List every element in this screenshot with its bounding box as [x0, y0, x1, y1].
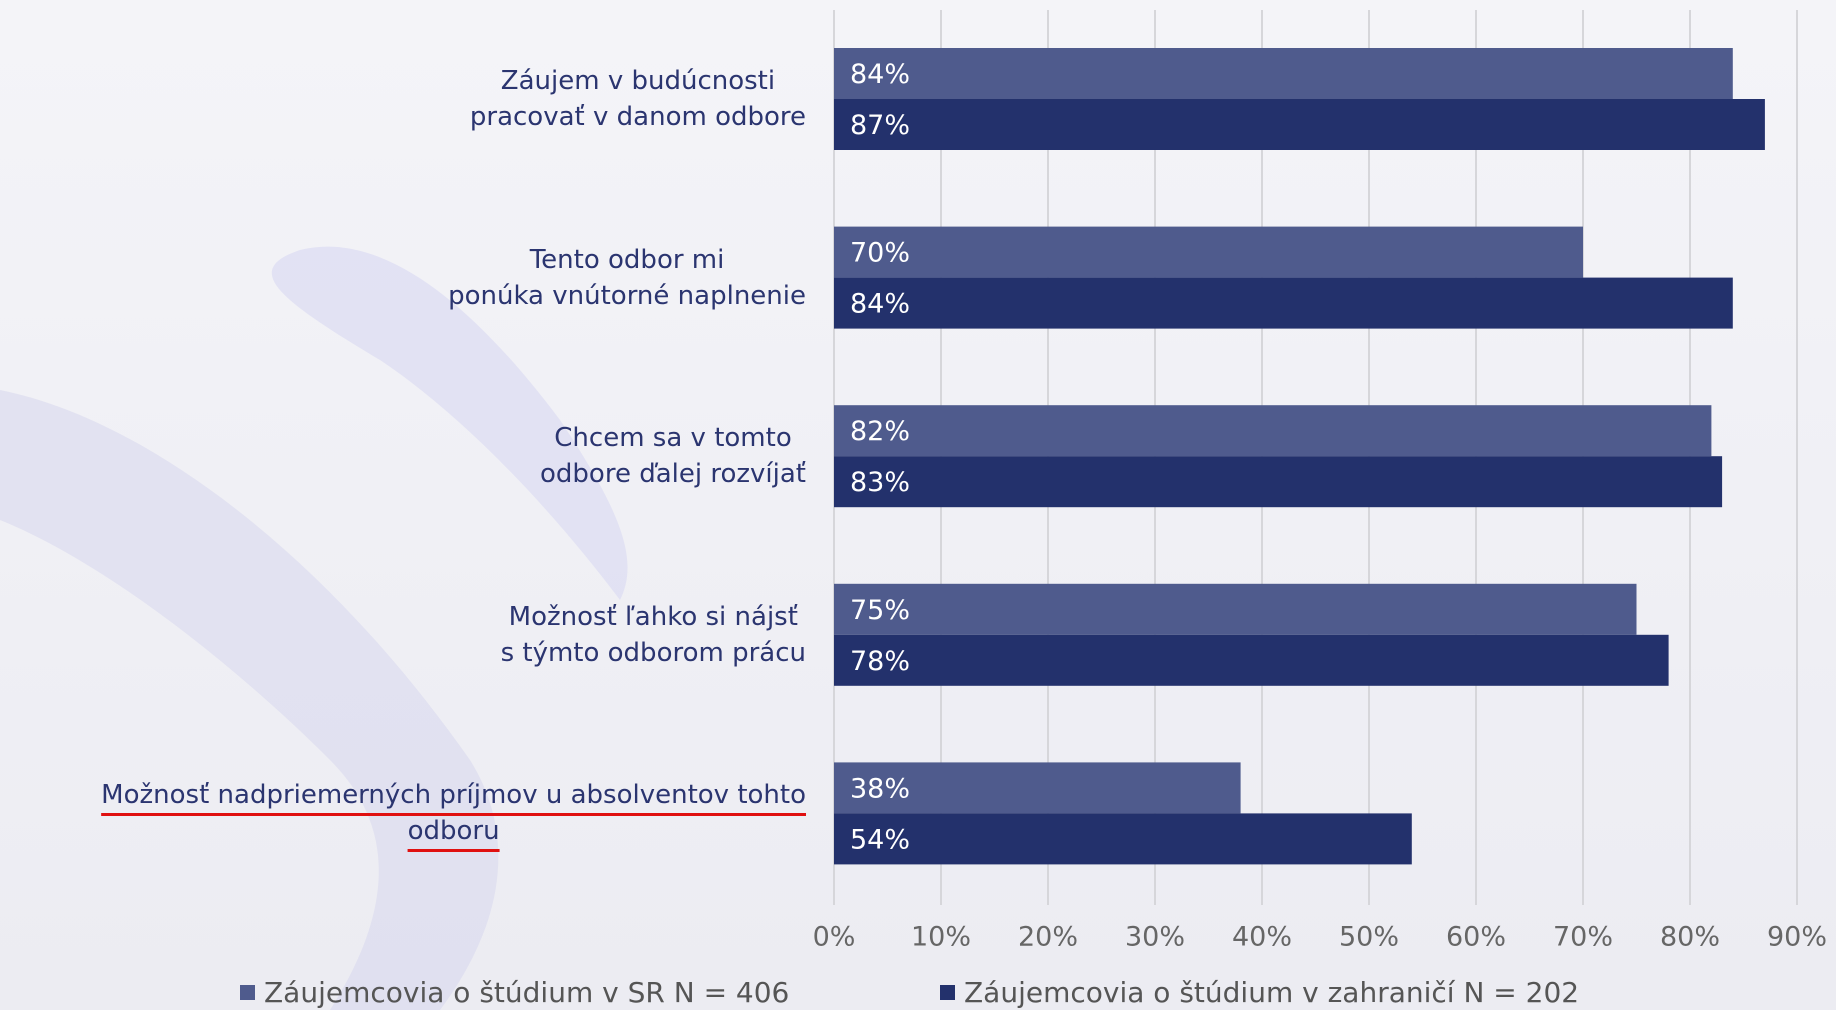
category-label: Možnosť ľahko si nájsť s týmto odborom p…: [0, 599, 806, 671]
category-label: Tento odbor mi ponúka vnútorné naplnenie: [0, 242, 806, 314]
x-tick-label: 40%: [1232, 922, 1292, 953]
bar: [834, 277, 1733, 329]
legend-swatch: [940, 985, 955, 1000]
value-label: 78%: [850, 646, 910, 677]
x-tick-label: 80%: [1660, 922, 1720, 953]
bar: [834, 813, 1412, 865]
category-text: Možnosť nadpriemerných príjmov u absolve…: [101, 780, 806, 847]
bar: [834, 48, 1733, 99]
x-tick-label: 10%: [911, 922, 971, 953]
category-label: Chcem sa v tomto odbore ďalej rozvíjať: [0, 420, 806, 492]
bar: [834, 762, 1241, 814]
value-label: 84%: [850, 59, 910, 90]
value-label: 70%: [850, 238, 910, 269]
value-label: 84%: [850, 289, 910, 320]
x-tick-label: 0%: [813, 922, 856, 953]
x-tick-label: 70%: [1553, 922, 1613, 953]
bar: [834, 99, 1765, 150]
bar: [834, 583, 1637, 635]
decoration: [271, 246, 628, 600]
x-tick-label: 60%: [1446, 922, 1506, 953]
decoration: [0, 390, 499, 1010]
value-label: 87%: [850, 110, 910, 141]
category-text: Tento odbor mi ponúka vnútorné naplnenie: [448, 244, 806, 311]
category-text: Chcem sa v tomto odbore ďalej rozvíjať: [540, 423, 806, 490]
category-label: Záujem v budúcnosti pracovať v danom odb…: [0, 63, 806, 135]
x-tick-label: 90%: [1767, 922, 1827, 953]
value-label: 54%: [850, 824, 910, 855]
bar: [834, 456, 1723, 508]
category-label: Možnosť nadpriemerných príjmov u absolve…: [0, 777, 806, 849]
x-tick-label: 30%: [1125, 922, 1185, 953]
legend-label: Záujemcovia o štúdium v SR N = 406: [264, 976, 789, 1009]
legend-swatch: [240, 985, 255, 1000]
legend-label: Záujemcovia o štúdium v zahraničí N = 20…: [964, 976, 1579, 1009]
bar: [834, 405, 1712, 457]
value-label: 38%: [850, 773, 910, 804]
value-label: 83%: [850, 467, 910, 498]
x-tick-label: 20%: [1018, 922, 1078, 953]
value-label: 82%: [850, 416, 910, 447]
bar: [834, 226, 1583, 278]
category-text: Možnosť ľahko si nájsť s týmto odborom p…: [500, 601, 806, 668]
value-label: 75%: [850, 595, 910, 626]
x-tick-label: 50%: [1339, 922, 1399, 953]
bar: [834, 634, 1669, 686]
category-text: Záujem v budúcnosti pracovať v danom odb…: [469, 66, 806, 132]
